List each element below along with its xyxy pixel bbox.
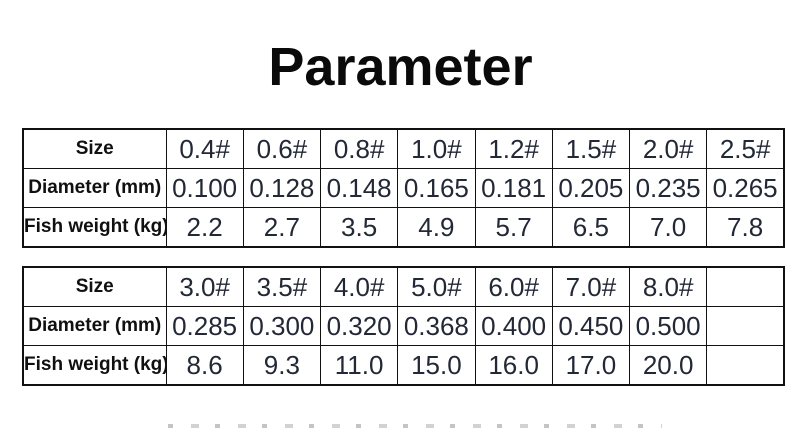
size-value-cell: 7.0#: [551, 266, 631, 307]
weight-value-cell: 7.8: [706, 207, 785, 248]
diameter-value-cell-empty: [706, 306, 785, 346]
table-row-diameter: Diameter (mm) 0.100 0.128 0.148 0.165 0.…: [22, 168, 785, 208]
table-row-size: Size 0.4# 0.6# 0.8# 1.0# 1.2# 1.5# 2.0# …: [22, 128, 785, 169]
size-value-cell: 2.5#: [706, 128, 785, 169]
row-label-diameter: Diameter (mm): [22, 168, 167, 208]
size-value-cell: 8.0#: [628, 266, 708, 307]
weight-value-cell: 15.0: [397, 345, 476, 386]
spec-table-large-sizes: Size 3.0# 3.5# 4.0# 5.0# 6.0# 7.0# 8.0# …: [22, 266, 785, 386]
weight-value-cell: 9.3: [242, 345, 322, 386]
weight-value-cell: 8.6: [165, 345, 244, 386]
diameter-value-cell: 0.235: [628, 168, 708, 208]
diameter-value-cell: 0.128: [242, 168, 322, 208]
row-label-size: Size: [22, 128, 167, 169]
row-label-size: Size: [22, 266, 167, 307]
size-value-cell: 5.0#: [397, 266, 476, 307]
diameter-value-cell: 0.100: [165, 168, 244, 208]
table-row-fish-weight: Fish weight (kg) 2.2 2.7 3.5 4.9 5.7 6.5…: [22, 207, 785, 248]
row-label-diameter: Diameter (mm): [22, 306, 167, 346]
spec-table-small-sizes: Size 0.4# 0.6# 0.8# 1.0# 1.2# 1.5# 2.0# …: [22, 128, 785, 248]
weight-value-cell: 3.5: [319, 207, 399, 248]
clipped-caption-fragments: [168, 424, 662, 428]
diameter-value-cell: 0.368: [397, 306, 476, 346]
weight-value-cell: 5.7: [474, 207, 553, 248]
size-value-cell: 0.8#: [319, 128, 399, 169]
diameter-value-cell: 0.400: [474, 306, 553, 346]
size-value-cell: 0.4#: [165, 128, 244, 169]
page-title: Parameter: [268, 37, 533, 97]
table-row-size: Size 3.0# 3.5# 4.0# 5.0# 6.0# 7.0# 8.0#: [22, 266, 785, 307]
diameter-value-cell: 0.300: [242, 306, 322, 346]
diameter-value-cell: 0.450: [551, 306, 631, 346]
diameter-value-cell: 0.181: [474, 168, 553, 208]
size-value-cell: 4.0#: [319, 266, 399, 307]
weight-value-cell: 11.0: [319, 345, 399, 386]
weight-value-cell: 4.9: [397, 207, 476, 248]
row-label-fish-weight: Fish weight (kg): [22, 345, 167, 386]
weight-value-cell: 17.0: [551, 345, 631, 386]
weight-value-cell: 16.0: [474, 345, 553, 386]
size-value-cell: 1.0#: [397, 128, 476, 169]
weight-value-cell: 6.5: [551, 207, 631, 248]
diameter-value-cell: 0.148: [319, 168, 399, 208]
weight-value-cell-empty: [706, 345, 785, 386]
diameter-value-cell: 0.285: [165, 306, 244, 346]
weight-value-cell: 2.2: [165, 207, 244, 248]
row-label-fish-weight: Fish weight (kg): [22, 207, 167, 248]
weight-value-cell: 20.0: [628, 345, 708, 386]
size-value-cell: 1.2#: [474, 128, 553, 169]
size-value-cell-empty: [706, 266, 785, 307]
weight-value-cell: 7.0: [628, 207, 708, 248]
size-value-cell: 3.0#: [165, 266, 244, 307]
diameter-value-cell: 0.205: [551, 168, 631, 208]
weight-value-cell: 2.7: [242, 207, 322, 248]
diameter-value-cell: 0.165: [397, 168, 476, 208]
diameter-value-cell: 0.500: [628, 306, 708, 346]
diameter-value-cell: 0.320: [319, 306, 399, 346]
size-value-cell: 3.5#: [242, 266, 322, 307]
table-row-fish-weight: Fish weight (kg) 8.6 9.3 11.0 15.0 16.0 …: [22, 345, 785, 386]
size-value-cell: 6.0#: [474, 266, 553, 307]
size-value-cell: 1.5#: [551, 128, 631, 169]
table-row-diameter: Diameter (mm) 0.285 0.300 0.320 0.368 0.…: [22, 306, 785, 346]
diameter-value-cell: 0.265: [706, 168, 785, 208]
size-value-cell: 0.6#: [242, 128, 322, 169]
size-value-cell: 2.0#: [628, 128, 708, 169]
